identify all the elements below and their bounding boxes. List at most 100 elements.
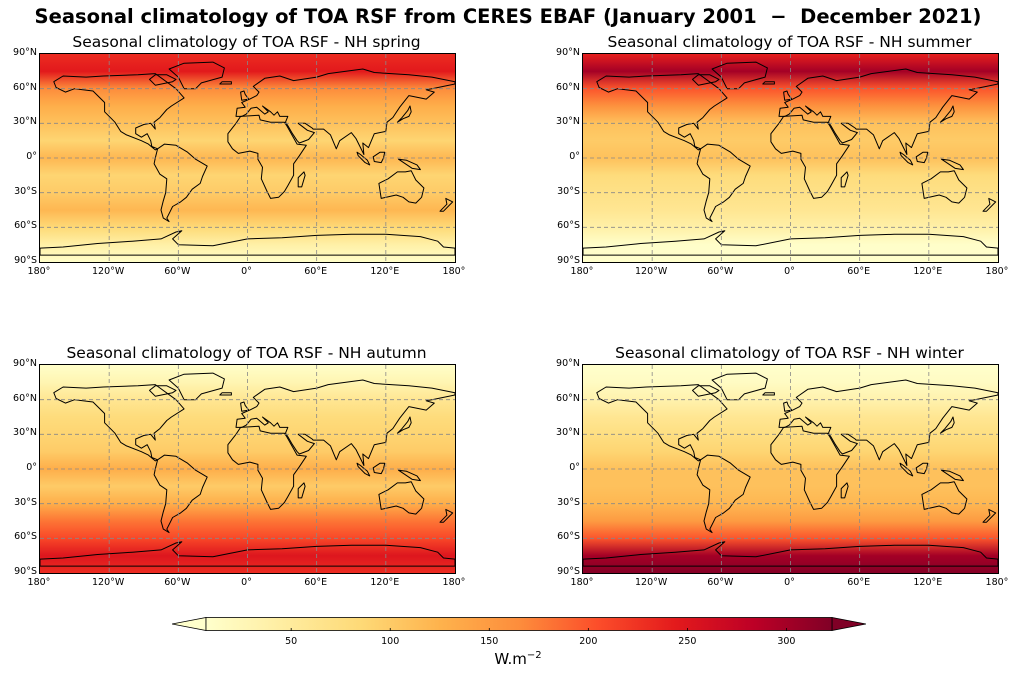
coastline-australia	[378, 170, 425, 204]
coastline-greenland	[711, 61, 768, 90]
lon-tick-label: 120°E	[913, 266, 943, 277]
coastline-baffin	[149, 74, 177, 86]
coastline-japan	[939, 105, 955, 123]
lon-tick-label: 60°E	[847, 266, 871, 277]
lat-tick-label: 90°S	[14, 255, 37, 266]
lon-tick-label: 0°	[241, 266, 252, 277]
coastline-japan	[396, 416, 412, 434]
lat-tick-label: 90°N	[13, 47, 37, 58]
panel-title-spring: Seasonal climatology of TOA RSF - NH spr…	[72, 33, 421, 51]
lat-tick-label: 0°	[569, 462, 580, 473]
coastline-sumatra	[356, 462, 371, 477]
colorbar-tick-label: 200	[579, 636, 598, 647]
map-winter	[582, 364, 999, 574]
coastline-japan	[396, 105, 412, 123]
coastline-madagascar	[297, 171, 306, 188]
coastline-new-guinea	[941, 469, 964, 482]
lat-tick-label: 30°N	[556, 116, 580, 128]
coastline-new-zealand	[439, 197, 454, 212]
lon-tick-label: 120°W	[635, 266, 668, 277]
coastline-new-zealand	[982, 197, 997, 212]
map-spring	[39, 53, 456, 263]
coastline-eurasia	[235, 379, 455, 466]
lon-tick-label: 120°W	[92, 577, 125, 588]
lat-tick-label: 30°S	[14, 185, 37, 197]
coastline-sumatra	[356, 151, 371, 166]
map-summer	[582, 53, 999, 263]
coastline-africa	[770, 114, 850, 199]
lat-tick-label: 30°S	[557, 185, 580, 197]
coastline-antarctica	[40, 541, 455, 567]
coastline-eurasia	[778, 379, 998, 466]
coastline-new-guinea	[398, 158, 421, 171]
coastline-greenland	[168, 372, 225, 401]
colorbar-tick-label: 150	[480, 636, 499, 647]
lat-tick-label: 60°N	[13, 392, 37, 404]
lat-tick-label: 60°S	[557, 531, 580, 543]
colorbar	[172, 617, 866, 631]
lat-tick-label: 90°S	[557, 255, 580, 266]
coastline-madagascar	[840, 171, 849, 188]
lat-tick-label: 0°	[569, 151, 580, 162]
lat-tick-label: 60°N	[556, 81, 580, 93]
map-autumn	[39, 364, 456, 574]
lat-tick-label: 0°	[26, 462, 37, 473]
lon-tick-label: 180°	[570, 577, 594, 588]
coastline-north-america	[53, 384, 185, 462]
coastline-antarctica	[583, 230, 998, 256]
coastline-baffin	[692, 74, 720, 86]
coastline-baffin	[149, 385, 177, 397]
lon-tick-label: 60°W	[164, 266, 191, 277]
coastline-baffin	[692, 385, 720, 397]
lon-tick-label: 120°E	[913, 577, 943, 588]
coastline-new-zealand	[982, 508, 997, 523]
lat-tick-label: 60°S	[557, 220, 580, 232]
coastline-australia	[921, 481, 968, 515]
lat-tick-label: 0°	[26, 151, 37, 162]
lon-tick-label: 180°	[985, 577, 1009, 588]
lat-tick-label: 30°N	[13, 116, 37, 128]
coastline-iceland	[762, 81, 775, 85]
lat-tick-label: 60°N	[13, 81, 37, 93]
lon-tick-label: 60°W	[707, 266, 734, 277]
coastline-antarctica	[40, 230, 455, 256]
lat-tick-label: 90°S	[14, 566, 37, 577]
lon-tick-label: 60°W	[164, 577, 191, 588]
map-canvas-spring	[40, 54, 455, 262]
coastline-new-guinea	[398, 469, 421, 482]
lat-tick-label: 90°N	[556, 47, 580, 58]
coastline-new-zealand	[439, 508, 454, 523]
coastline-madagascar	[297, 482, 306, 499]
coastline-sumatra	[899, 462, 914, 477]
coastline-north-america	[596, 73, 728, 151]
lat-tick-label: 90°N	[13, 358, 37, 369]
lat-tick-label: 30°S	[14, 496, 37, 508]
lon-tick-label: 60°W	[707, 577, 734, 588]
lon-tick-label: 180°	[27, 266, 51, 277]
coastline-iceland	[219, 81, 232, 85]
colorbar-gradient	[205, 617, 833, 631]
figure-title: Seasonal climatology of TOA RSF from CER…	[34, 5, 982, 28]
lon-tick-label: 180°	[442, 577, 466, 588]
coastline-north-america	[596, 384, 728, 462]
colorbar-tick-label: 100	[381, 636, 400, 647]
lon-tick-label: 120°W	[92, 266, 125, 277]
coastline-new-guinea	[941, 158, 964, 171]
colorbar-tick-label: 50	[285, 636, 298, 647]
lat-tick-label: 90°S	[557, 566, 580, 577]
lon-tick-label: 180°	[570, 266, 594, 277]
coastline-madagascar	[840, 482, 849, 499]
lat-tick-label: 60°N	[556, 392, 580, 404]
coastline-australia	[921, 170, 968, 204]
colorbar-tick-label: 250	[678, 636, 697, 647]
map-canvas-winter	[583, 365, 998, 573]
coastline-africa	[227, 114, 307, 199]
lon-tick-label: 120°W	[635, 577, 668, 588]
coastline-australia	[378, 481, 425, 515]
lon-tick-label: 120°E	[370, 266, 400, 277]
coastline-greenland	[168, 61, 225, 90]
lon-tick-label: 0°	[784, 577, 795, 588]
panel-title-autumn: Seasonal climatology of TOA RSF - NH aut…	[66, 344, 427, 362]
lat-tick-label: 30°S	[557, 496, 580, 508]
coastline-greenland	[711, 372, 768, 401]
